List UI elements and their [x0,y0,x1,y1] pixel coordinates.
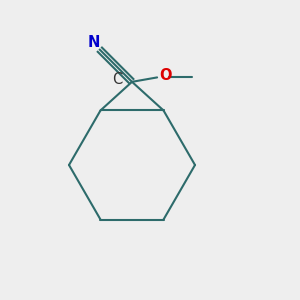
Text: C: C [112,72,123,87]
Text: O: O [159,68,172,83]
Text: N: N [88,35,100,50]
